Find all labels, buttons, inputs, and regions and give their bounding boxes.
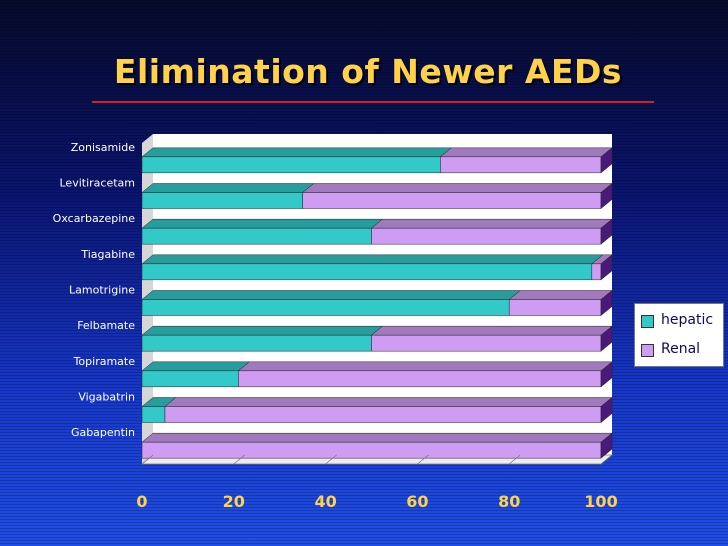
category-label: Zonisamide (71, 141, 136, 154)
chart-title: Elimination of Newer AEDs (113, 52, 623, 91)
bar-renal-vigabatrin (164, 397, 613, 423)
bar-front-face (141, 263, 593, 281)
bar-renal-zonisamide (439, 147, 613, 174)
bar-front-face (164, 406, 602, 423)
bar-front-face (440, 156, 602, 174)
bar-top-face (141, 254, 604, 265)
bar-hepatic-lamotrigine (141, 290, 521, 316)
category-label: Vigabatrin (78, 391, 135, 404)
category-label: Tiagabine (80, 248, 135, 261)
bar-hepatic-tiagabine (141, 254, 604, 281)
legend: hepatic Renal (634, 303, 724, 367)
bar-top-face (439, 147, 613, 158)
bar-end-face (600, 289, 613, 317)
bar-end-face (600, 396, 613, 424)
category-label: Oxcarbazepine (53, 212, 136, 225)
bar-renal-felbamate (370, 325, 613, 352)
bar-top-face (164, 397, 613, 407)
bar-top-face (301, 183, 613, 193)
x-tick-mark (600, 454, 613, 465)
bar-hepatic-zonisamide (141, 147, 453, 174)
bars-group (141, 147, 613, 459)
bar-end-face (600, 182, 613, 210)
legend-swatch-renal (641, 344, 654, 357)
bar-renal-lamotrigine (508, 290, 613, 316)
bar-top-face (141, 325, 384, 336)
bar-end-face (600, 147, 613, 174)
bar-hepatic-felbamate (141, 325, 384, 352)
bar-top-face (508, 290, 613, 300)
bar-front-face (508, 299, 602, 316)
bar-front-face (141, 156, 441, 174)
bar-end-face (600, 325, 613, 352)
x-tick-mark (417, 454, 429, 465)
bar-front-face (141, 227, 372, 245)
bar-front-face (141, 299, 510, 316)
x-tick-mark (233, 454, 246, 465)
legend-label-renal: Renal (661, 341, 701, 357)
bar-front-face (141, 334, 372, 352)
x-tick-label: 20 (223, 492, 245, 511)
bar-renal-topiramate (237, 361, 613, 388)
bar-renal-oxcarbazepine (370, 218, 613, 245)
bar-front-face (141, 192, 303, 209)
x-tick-mark (508, 454, 521, 465)
bar-top-face (237, 361, 613, 372)
bar-top-face (141, 361, 251, 372)
bar-top-face (141, 183, 315, 193)
x-tick-mark (325, 454, 337, 465)
bar-hepatic-topiramate (141, 361, 251, 388)
bar-hepatic-levitiracetam (141, 183, 315, 209)
bar-front-face (302, 192, 602, 209)
bar-renal-gabapentin (141, 432, 613, 459)
x-tick-label: 40 (314, 492, 336, 511)
bar-front-face (591, 263, 602, 281)
bar-end-face (600, 361, 613, 388)
bar-end-face (600, 432, 613, 459)
bar-top-face (141, 147, 453, 158)
bar-top-face (141, 290, 521, 300)
title-underline (92, 101, 654, 103)
bar-front-face (141, 406, 166, 423)
category-labels: Zonisamide Levitiracetam Oxcarbazepine Tiag… (53, 141, 136, 439)
x-axis-ticks: 0 20 40 60 80 100 (136, 454, 618, 511)
bar-front-face (141, 441, 602, 459)
category-label: Lamotrigine (69, 284, 135, 297)
bar-top-face (370, 325, 613, 336)
category-label: Topiramate (73, 355, 136, 368)
bar-renal-levitiracetam (301, 183, 613, 209)
bar-top-face (141, 218, 384, 229)
bar-front-face (371, 334, 602, 352)
x-tick-label: 80 (498, 492, 520, 511)
x-tick-mark (141, 454, 154, 465)
x-tick-label: 0 (136, 492, 147, 511)
bar-end-face (600, 254, 613, 281)
bar-front-face (238, 370, 602, 388)
bar-front-face (141, 370, 239, 388)
category-label: Gabapentin (71, 426, 135, 439)
bar-end-face (600, 218, 613, 245)
legend-label-hepatic: hepatic (661, 312, 714, 328)
bar-top-face (370, 218, 613, 229)
bar-front-face (371, 227, 602, 245)
category-label: Felbamate (77, 319, 135, 332)
x-tick-label: 60 (406, 492, 428, 511)
x-tick-label: 100 (584, 492, 617, 511)
category-label: Levitiracetam (60, 177, 136, 190)
legend-swatch-hepatic (641, 315, 654, 328)
bar-top-face (141, 432, 613, 443)
bar-hepatic-oxcarbazepine (141, 218, 384, 245)
